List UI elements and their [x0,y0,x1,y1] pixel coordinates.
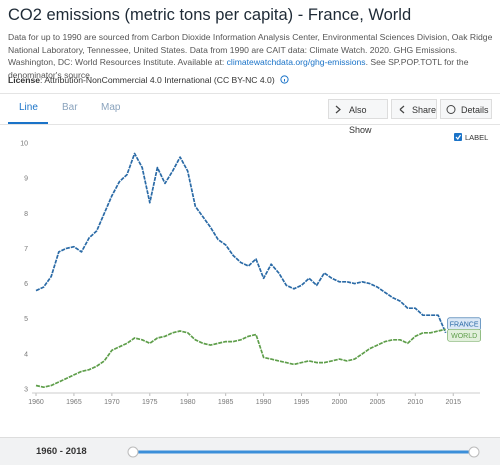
series-line [35,328,446,389]
button-label: Also Show [349,105,372,135]
x-tick-label: 2015 [445,399,461,406]
label-toggle: LABEL [465,133,488,142]
description: Data for up to 1990 are sourced from Car… [8,31,496,81]
tab[interactable]: Line [19,102,38,113]
end-label: FRANCE [450,321,479,328]
end-label: WORLD [451,333,477,340]
x-tick-label: 1960 [28,399,44,406]
x-tick-label: 1965 [66,399,82,406]
x-tick-label: 1975 [142,399,158,406]
range-bar: 1960 - 2018 [0,437,500,465]
y-tick-label: 5 [24,316,28,323]
series-line [35,152,447,334]
description-text: . See SP.POP.TOTL for the denominator's … [8,57,469,80]
details-button[interactable]: Details [440,99,492,119]
divider [0,93,500,94]
info-icon[interactable] [280,75,289,84]
button-label: Share [412,105,437,115]
page-title: CO2 emissions (metric tons per capita) -… [8,6,412,24]
button-label: Details [461,105,489,115]
y-tick-label: 7 [24,246,28,253]
y-tick-label: 6 [24,281,28,288]
description-text: Data for up to 1990 are sourced from Car… [8,32,493,68]
x-tick-label: 2005 [370,399,386,406]
range-label: 1960 - 2018 [36,446,87,457]
x-tick-label: 1985 [218,399,234,406]
x-tick-label: 2000 [332,399,348,406]
source-link[interactable]: climatewatchdata.org/ghg-emissions [226,57,366,68]
license: License: Attribution-NonCommercial 4.0 I… [8,75,289,85]
y-tick-label: 8 [24,211,28,218]
chart: LABEL 3 4 5 6 7 8 9 10 1960 1965 1970 1975 1980 1985 1… [20,133,488,406]
y-tick-label: 10 [20,141,28,148]
share-button[interactable]: Share [391,99,437,119]
tab-underline [8,122,48,124]
x-tick-label: 1995 [294,399,310,406]
y-tick-label: 4 [24,351,28,358]
tab[interactable]: Bar [62,102,78,113]
x-tick-label: 1990 [256,399,272,406]
end-label-box [447,328,481,342]
license-label: License [8,75,41,85]
label-checkbox[interactable] [454,133,462,141]
x-tick-label: 1970 [104,399,120,406]
tab[interactable]: Map [101,102,121,113]
x-tick-label: 2010 [408,399,424,406]
y-tick-label: 9 [24,176,28,183]
y-tick-label: 3 [24,387,28,394]
also-show-button[interactable]: Also Show [328,99,388,135]
range-slider[interactable] [0,438,500,465]
button-icons [0,105,500,125]
x-tick-label: 1980 [180,399,196,406]
license-text: : Attribution-NonCommercial 4.0 Internat… [40,75,275,85]
